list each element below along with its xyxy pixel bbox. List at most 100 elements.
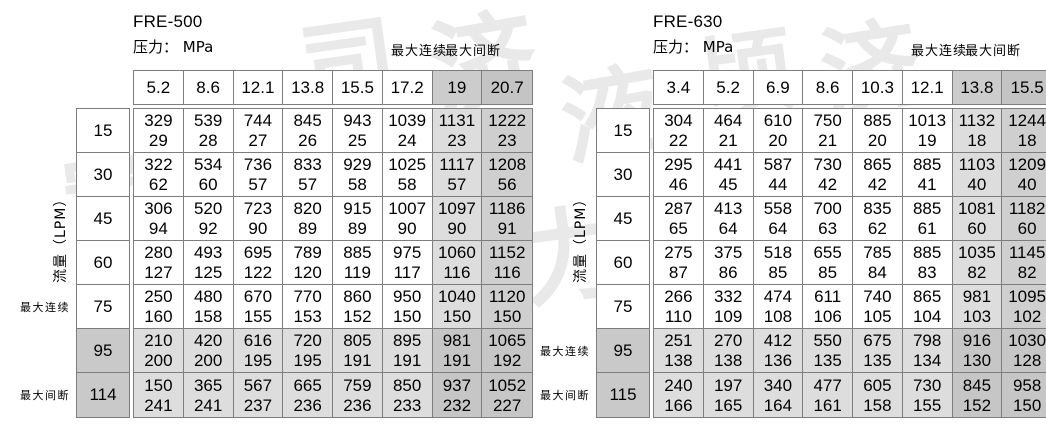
data-cell: 1081 60 xyxy=(952,197,1003,240)
data-cell: 480 158 xyxy=(183,285,234,328)
flow-row-label: 95 xyxy=(77,329,129,373)
data-cell: 885 61 xyxy=(902,197,953,240)
data-cell: 950 150 xyxy=(382,285,433,328)
max-intermittent-row-label: 最大间断 xyxy=(20,389,70,402)
power-value: 136 xyxy=(763,351,793,370)
flow-value: 736 xyxy=(243,155,273,174)
power-value: 23 xyxy=(497,131,517,150)
flow-value: 723 xyxy=(243,199,273,218)
power-value: 191 xyxy=(343,351,372,370)
data-cell: 1186 91 xyxy=(482,197,532,240)
data-cell: 833 57 xyxy=(283,153,333,196)
flow-value: 1222 xyxy=(488,111,527,130)
max-continuous-column-label: 最大连续 xyxy=(391,44,448,59)
flow-value: 730 xyxy=(813,155,842,174)
table-row: 250 160 480 158 670 155 770 153 860 152 950 150 1040… xyxy=(134,285,532,329)
table-row: 287 65 413 64 558 64 700 63 835 62 885 61 1081 60 1182… xyxy=(654,197,1046,241)
data-cell: 474 108 xyxy=(753,285,804,328)
flow-value: 740 xyxy=(863,287,892,306)
flow-value: 304 xyxy=(664,111,693,130)
power-value: 227 xyxy=(492,395,522,415)
power-value: 191 xyxy=(392,351,422,370)
data-cell: 865 42 xyxy=(853,153,903,196)
flow-value: 975 xyxy=(392,243,422,262)
flow-value: 865 xyxy=(912,287,942,306)
data-cell: 723 90 xyxy=(233,197,284,240)
power-value: 19 xyxy=(917,131,937,150)
flow-value: 210 xyxy=(144,331,173,350)
power-value: 41 xyxy=(917,175,937,194)
power-value: 117 xyxy=(393,263,421,282)
flow-value: 1209 xyxy=(1008,155,1046,174)
flow-value: 1007 xyxy=(388,199,427,218)
power-value: 46 xyxy=(668,175,688,194)
data-cell: 1040 150 xyxy=(432,285,483,328)
flow-value: 785 xyxy=(863,243,892,262)
power-value: 127 xyxy=(144,263,173,282)
model-name: FRE-630 xyxy=(653,12,723,31)
flow-value: 695 xyxy=(243,243,273,262)
power-value: 62 xyxy=(867,219,887,238)
flow-value: 981 xyxy=(962,287,992,306)
power-value: 64 xyxy=(768,219,788,238)
power-value: 82 xyxy=(1017,263,1037,282)
table-row: 150 241 365 241 567 237 665 236 759 236 850 233 937 2… xyxy=(134,373,532,417)
power-value: 63 xyxy=(818,219,838,238)
data-cell: 958 150 xyxy=(1002,373,1046,417)
power-value: 21 xyxy=(718,131,738,150)
data-cell: 287 65 xyxy=(654,197,704,240)
flow-row-label: 60 xyxy=(77,241,129,285)
data-cell: 665 236 xyxy=(283,373,333,417)
power-value: 195 xyxy=(243,351,273,370)
flow-value: 611 xyxy=(814,287,842,306)
power-value: 241 xyxy=(144,395,173,415)
flow-value: 850 xyxy=(392,375,422,395)
data-cell: 329 29 xyxy=(134,109,184,152)
flow-value: 250 xyxy=(144,287,173,306)
flow-value: 197 xyxy=(713,375,743,395)
power-value: 28 xyxy=(198,131,218,150)
flow-value: 885 xyxy=(912,199,942,218)
data-cell: 750 21 xyxy=(803,109,853,152)
power-value: 160 xyxy=(144,307,173,326)
pressure-header-row: 5.2 8.6 12.1 13.8 15.5 17.2 19 20.7 xyxy=(133,70,533,105)
data-cell: 916 130 xyxy=(952,329,1003,372)
power-value: 152 xyxy=(343,307,372,326)
flow-value: 1186 xyxy=(488,199,526,218)
power-value: 110 xyxy=(664,307,692,326)
flow-value: 700 xyxy=(813,199,842,218)
power-value: 85 xyxy=(768,263,788,282)
data-cell: 1120 150 xyxy=(482,285,532,328)
data-cell: 304 22 xyxy=(654,109,704,152)
power-value: 150 xyxy=(442,307,472,326)
power-value: 20 xyxy=(768,131,788,150)
data-cell: 805 191 xyxy=(333,329,383,372)
flow-row-label: 95 xyxy=(597,329,649,373)
data-cell: 464 21 xyxy=(703,109,754,152)
flow-value: 477 xyxy=(813,375,842,395)
flow-row-label: 114 xyxy=(77,373,129,417)
data-cell: 616 195 xyxy=(233,329,284,372)
data-cell: 1013 19 xyxy=(902,109,953,152)
table-row: 251 138 270 138 412 136 550 135 675 135 798 134 916 1… xyxy=(654,329,1046,373)
pressure-header-row: 3.4 5.2 6.9 8.6 10.3 12.1 13.8 15.5 xyxy=(653,70,1046,105)
max-continuous-column-label: 最大连续 xyxy=(911,44,968,59)
pressure-header-cell: 13.8 xyxy=(952,71,1003,104)
flow-row-label: 75 xyxy=(597,285,649,329)
power-value: 158 xyxy=(863,395,892,415)
power-value: 134 xyxy=(912,351,942,370)
flow-value: 1152 xyxy=(488,243,526,262)
power-value: 23 xyxy=(447,131,467,150)
flow-value: 915 xyxy=(343,199,372,218)
power-value: 60 xyxy=(198,175,218,194)
data-cell: 493 125 xyxy=(183,241,234,284)
data-cell: 1244 18 xyxy=(1002,109,1046,152)
power-value: 62 xyxy=(148,175,168,194)
flow-value: 981 xyxy=(442,331,472,350)
flow-axis-label: 流量（LPM） xyxy=(53,191,69,283)
flow-value: 860 xyxy=(343,287,372,306)
data-cell: 1131 23 xyxy=(432,109,483,152)
data-cell: 695 122 xyxy=(233,241,284,284)
power-value: 18 xyxy=(1017,131,1037,150)
max-intermittent-column-label: 最大间断 xyxy=(445,44,502,59)
